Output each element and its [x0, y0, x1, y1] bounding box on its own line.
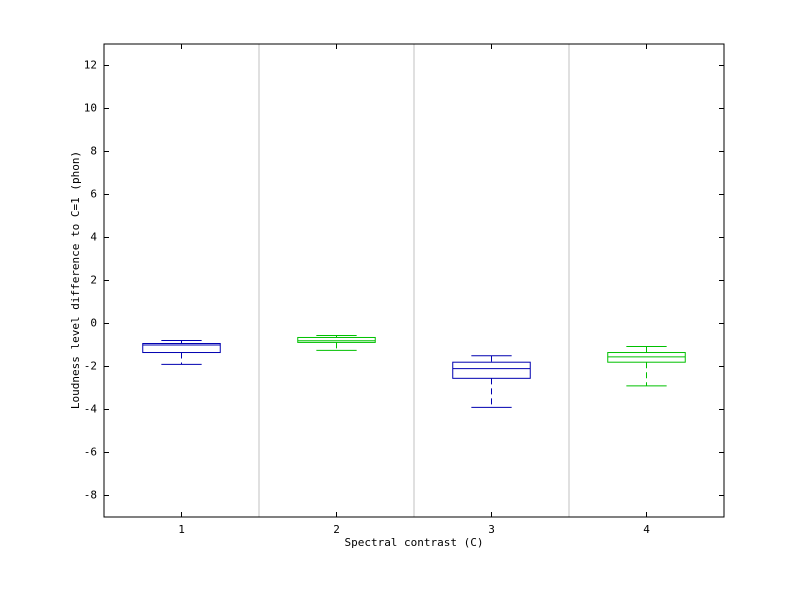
y-tick-label: 0	[90, 317, 97, 330]
y-tick-label: -2	[84, 360, 97, 373]
y-tick-label: 6	[90, 188, 97, 201]
y-tick-label: 8	[90, 145, 97, 158]
y-tick-label: 12	[84, 59, 97, 72]
box	[452, 361, 531, 379]
y-tick-label: 4	[90, 231, 97, 244]
y-axis-label: Loudness level difference to C=1 (phon)	[69, 151, 82, 409]
y-tick-label: -6	[84, 446, 97, 459]
y-tick-label: -8	[84, 489, 97, 502]
x-tick-label: 3	[488, 523, 495, 536]
y-tick-label: -4	[84, 403, 98, 416]
x-tick-label: 2	[333, 523, 340, 536]
box	[142, 342, 221, 354]
x-tick-label: 4	[643, 523, 650, 536]
y-tick-label: 10	[84, 102, 97, 115]
x-tick-label: 1	[178, 523, 185, 536]
x-axis-label: Spectral contrast (C)	[344, 536, 483, 549]
box	[607, 352, 686, 363]
box	[297, 336, 376, 343]
y-tick-label: 2	[90, 274, 97, 287]
plot-frame	[103, 43, 725, 518]
